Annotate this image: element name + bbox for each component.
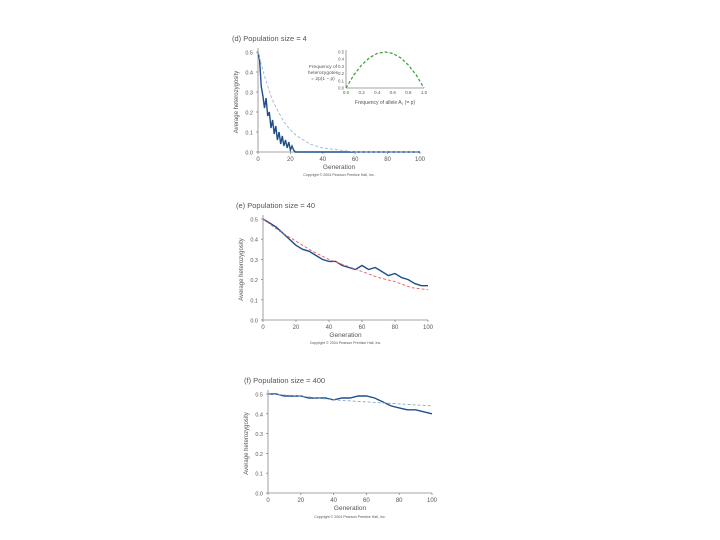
copyright-note: Copyright © 2004 Pearson Prentice Hall, …	[303, 173, 375, 177]
y-axis-label: Average heterozygosity	[239, 238, 245, 301]
y-tick-label: 0.1	[255, 472, 263, 478]
chart-title: (e) Population size = 40	[236, 201, 315, 210]
x-tick-label: 80	[384, 157, 391, 163]
y-tick-label: 0.1	[245, 131, 253, 137]
x-axis-label: Generation	[334, 505, 367, 512]
inset-y-label-line: = 2p(1 − p)	[311, 76, 335, 82]
y-tick-label: 0.2	[250, 278, 258, 284]
series-observed-line	[257, 51, 420, 153]
inset-chart: 0.0 0.1 0.2 0.3 0.4 0.5 0.0 0.2 0.4 0.6 0.8 1.0 Freq…	[308, 50, 428, 107]
y-tick-label: 0.5	[250, 218, 258, 224]
inset-y-tick-label: 0.1	[338, 78, 344, 83]
chart-panel-0: (d) Population size = 40.00.10.20.30.40.…	[232, 34, 428, 177]
x-tick-label: 100	[423, 325, 434, 331]
chart-title: (d) Population size = 4	[232, 34, 307, 43]
y-tick-label: 0.5	[245, 51, 253, 57]
chart-title: (f) Population size = 400	[244, 376, 325, 385]
inset-x-tick-label: 0.0	[343, 90, 350, 95]
x-tick-label: 80	[392, 325, 399, 331]
x-tick-label: 20	[293, 325, 300, 331]
y-tick-label: 0.2	[255, 452, 263, 458]
y-tick-label: 0.0	[250, 319, 258, 325]
x-tick-label: 40	[330, 498, 337, 504]
series-expected-line	[262, 218, 429, 291]
y-tick-label: 0.4	[255, 412, 263, 418]
y-tick-label: 0.2	[245, 111, 253, 117]
chart-panel-2: (f) Population size = 400 0.0 0.1 0.2 0.3 0.4…	[244, 376, 438, 519]
inset-parabola-line	[345, 51, 425, 89]
y-axis-label: Average heterozygosity	[234, 71, 240, 134]
inset-x-tick-label: 1.0	[421, 90, 428, 95]
y-tick-label: 0.4	[250, 238, 258, 244]
x-axis-label: Generation	[323, 164, 356, 171]
series-observed-line	[262, 218, 428, 287]
series-expected-line	[267, 393, 433, 407]
copyright-note: Copyright © 2004 Pearson Prentice Hall, …	[310, 341, 382, 345]
y-tick-label: 0.3	[250, 258, 258, 264]
copyright-note: Copyright © 2004 Pearson Prentice Hall, …	[314, 515, 386, 519]
inset-y-tick-label: 0.4	[338, 57, 344, 62]
inset-x-tick-label: 0.8	[405, 90, 412, 95]
x-tick-label: 60	[359, 325, 366, 331]
x-tick-label: 20	[287, 157, 294, 163]
x-tick-label: 0	[266, 498, 270, 504]
y-tick-label: 0.0	[245, 151, 253, 157]
inset-x-label: Frequency of allele A₁ (= p)	[355, 100, 416, 106]
inset-x-tick-label: 0.6	[390, 90, 397, 95]
x-tick-label: 40	[319, 157, 326, 163]
x-tick-label: 0	[256, 157, 260, 163]
inset-y-label-line: Frequency of	[309, 64, 338, 70]
x-tick-label: 20	[297, 498, 304, 504]
x-tick-label: 80	[396, 498, 403, 504]
x-axis-label: Generation	[329, 332, 362, 339]
x-tick-label: 100	[415, 157, 426, 163]
y-tick-label: 0.0	[255, 492, 263, 498]
y-tick-label: 0.1	[250, 298, 258, 304]
inset-y-tick-label: 0.0	[338, 86, 344, 91]
y-tick-label: 0.5	[255, 393, 263, 399]
inset-x-tick-label: 0.4	[374, 90, 381, 95]
x-tick-label: 100	[427, 498, 438, 504]
y-axis-label: Average heterozygosity	[244, 412, 250, 475]
x-tick-label: 60	[363, 498, 370, 504]
inset-y-tick-label: 0.3	[338, 64, 344, 69]
x-tick-label: 60	[352, 157, 359, 163]
series-expected-line	[257, 51, 420, 153]
x-tick-label: 0	[261, 325, 265, 331]
series-observed-line	[268, 393, 433, 415]
x-tick-label: 40	[326, 325, 333, 331]
y-tick-label: 0.3	[255, 432, 263, 438]
y-tick-label: 0.4	[245, 71, 253, 77]
y-tick-label: 0.3	[245, 91, 253, 97]
inset-y-tick-label: 0.2	[338, 71, 344, 76]
inset-y-tick-label: 0.5	[338, 50, 344, 55]
chart-panel-1: (e) Population size = 40 0.0 0.1 0.2 0.3 0.4 0…	[236, 201, 434, 345]
inset-y-label-line: heterozygotes	[308, 70, 339, 76]
inset-x-tick-label: 0.2	[358, 90, 365, 95]
